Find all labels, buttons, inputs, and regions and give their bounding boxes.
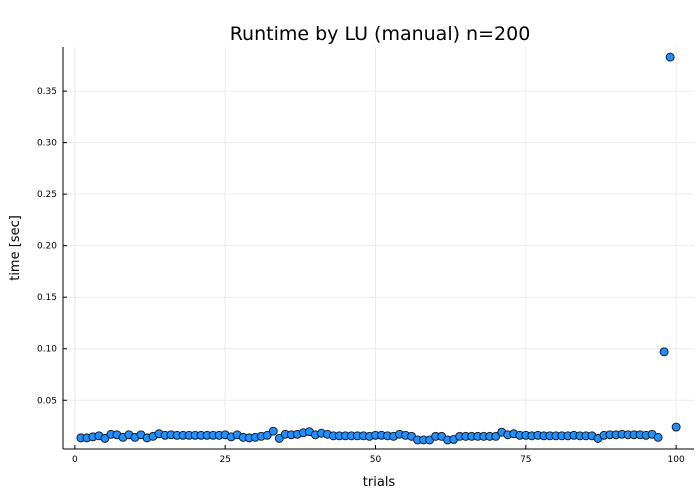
data-point [268,426,278,436]
x-tick-label: 0 [72,455,78,465]
data-point [274,433,284,443]
y-tick-label: 0.35 [37,87,57,97]
data-point [653,432,663,442]
x-tick-label: 100 [668,455,685,465]
y-tick-label: 0.10 [37,345,57,355]
y-tick-label: 0.20 [37,242,57,252]
data-point [665,52,675,62]
data-point [491,431,501,441]
y-axis-title: time [sec] [8,215,23,281]
y-tick-label: 0.05 [37,396,57,406]
data-points [76,52,681,445]
chart-title: Runtime by LU (manual) n=200 [230,23,531,45]
y-tick-label: 0.25 [37,190,57,200]
y-tick-label: 0.15 [37,293,57,303]
data-point [659,347,669,357]
x-tick-label: 25 [219,455,230,465]
y-tick-label: 0.30 [37,139,57,149]
grid-lines [63,47,694,449]
data-point [262,430,272,440]
x-axis-title: trials [363,475,396,490]
data-point [671,422,681,432]
axis-ticks: 0 25 50 75 100 0.05 0.10 0.15 0.20 0.25 0.30 0.35 [37,87,685,465]
data-point [100,433,110,443]
x-tick-label: 50 [370,455,382,465]
x-tick-label: 75 [520,455,531,465]
